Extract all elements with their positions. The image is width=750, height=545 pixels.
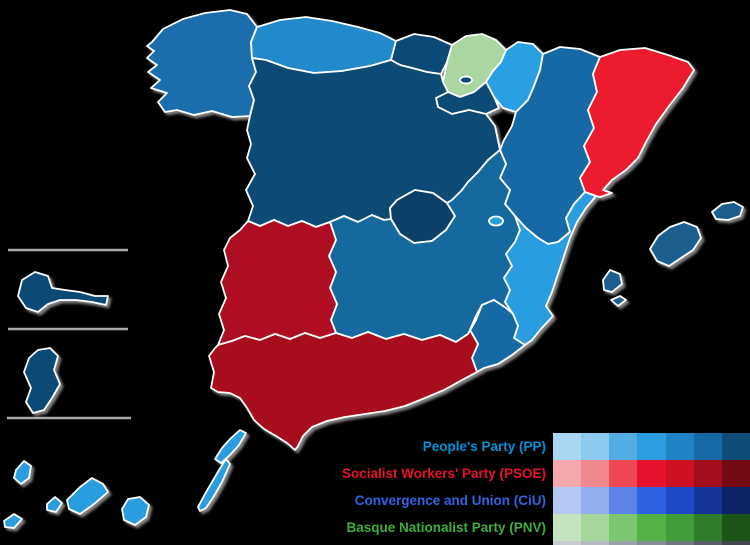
legend-swatch xyxy=(721,514,750,541)
legend-swatch xyxy=(553,433,582,460)
inset-dividers xyxy=(7,248,131,420)
island-la-gomera xyxy=(46,496,63,513)
legend-swatch xyxy=(665,433,694,460)
region-ademuz-enclave xyxy=(488,215,504,227)
legend-swatch xyxy=(609,487,638,514)
legend-swatch xyxy=(581,460,610,487)
legend-swatch xyxy=(721,460,750,487)
legend-swatches-ciu xyxy=(553,487,750,514)
legend-swatch xyxy=(721,487,750,514)
legend-swatch xyxy=(637,514,666,541)
island-tenerife xyxy=(66,477,109,515)
island-lanzarote xyxy=(214,429,247,464)
region-group-balearic-islands xyxy=(602,201,744,307)
region-ceuta xyxy=(17,271,109,313)
legend-swatch xyxy=(665,487,694,514)
legend-swatch xyxy=(637,487,666,514)
region-melilla xyxy=(23,347,61,414)
legend-label-pp: People's Party (PP) xyxy=(422,439,546,454)
legend-label-psoe: Socialist Workers' Party (PSOE) xyxy=(341,466,546,481)
legend-row-ciu: Convergence and Union (CiU) xyxy=(0,487,750,514)
island-la-palma xyxy=(13,460,32,485)
legend-swatches-psoe xyxy=(553,460,750,487)
region-group-canary-islands xyxy=(3,429,247,529)
legend-swatch xyxy=(693,514,722,541)
legend-swatch xyxy=(637,433,666,460)
legend-swatch xyxy=(609,514,638,541)
island-ibiza xyxy=(602,269,623,293)
region-catalonia xyxy=(579,47,695,198)
legend-row-pp: People's Party (PP) xyxy=(0,433,750,460)
legend-swatch xyxy=(693,487,722,514)
legend-swatch xyxy=(609,460,638,487)
legend-swatch xyxy=(693,433,722,460)
island-el-hierro xyxy=(3,513,23,529)
region-trevino-enclave xyxy=(459,75,473,85)
region-galicia xyxy=(146,9,258,118)
legend-swatch xyxy=(665,460,694,487)
legend-swatch xyxy=(721,433,750,460)
legend-swatch xyxy=(665,514,694,541)
legend-swatch-partial xyxy=(721,541,750,545)
legend-swatches-pnv xyxy=(553,514,750,541)
legend-swatches-pp xyxy=(553,433,750,460)
region-extremadura xyxy=(217,219,338,346)
legend-swatch-partial xyxy=(637,541,666,545)
legend-swatch xyxy=(581,487,610,514)
island-menorca xyxy=(711,201,744,221)
legend-swatch-partial xyxy=(609,541,638,545)
legend-swatch-partial xyxy=(581,541,610,545)
legend-swatch-partial xyxy=(693,541,722,545)
legend-row-psoe: Socialist Workers' Party (PSOE) xyxy=(0,460,750,487)
legend-swatch xyxy=(581,433,610,460)
region-andalusia xyxy=(208,304,483,451)
legend-swatch xyxy=(553,460,582,487)
legend-swatch xyxy=(609,433,638,460)
legend-swatch xyxy=(637,460,666,487)
legend-label-ciu: Convergence and Union (CiU) xyxy=(354,493,546,508)
island-fuerteventura xyxy=(197,458,231,512)
legend-swatch-partial xyxy=(665,541,694,545)
legend-swatch xyxy=(581,514,610,541)
legend-row-pnv: Basque Nationalist Party (PNV) xyxy=(0,514,750,541)
legend-swatch-partial xyxy=(553,541,582,545)
legend-swatch xyxy=(693,460,722,487)
legend-swatch xyxy=(553,487,582,514)
island-mallorca xyxy=(649,221,702,267)
legend-partial-row xyxy=(553,541,750,545)
legend-swatch xyxy=(553,514,582,541)
island-gran-canaria xyxy=(121,496,150,526)
region-valencia xyxy=(503,191,597,346)
island-formentera xyxy=(610,295,627,307)
legend-label-pnv: Basque Nationalist Party (PNV) xyxy=(346,520,546,535)
